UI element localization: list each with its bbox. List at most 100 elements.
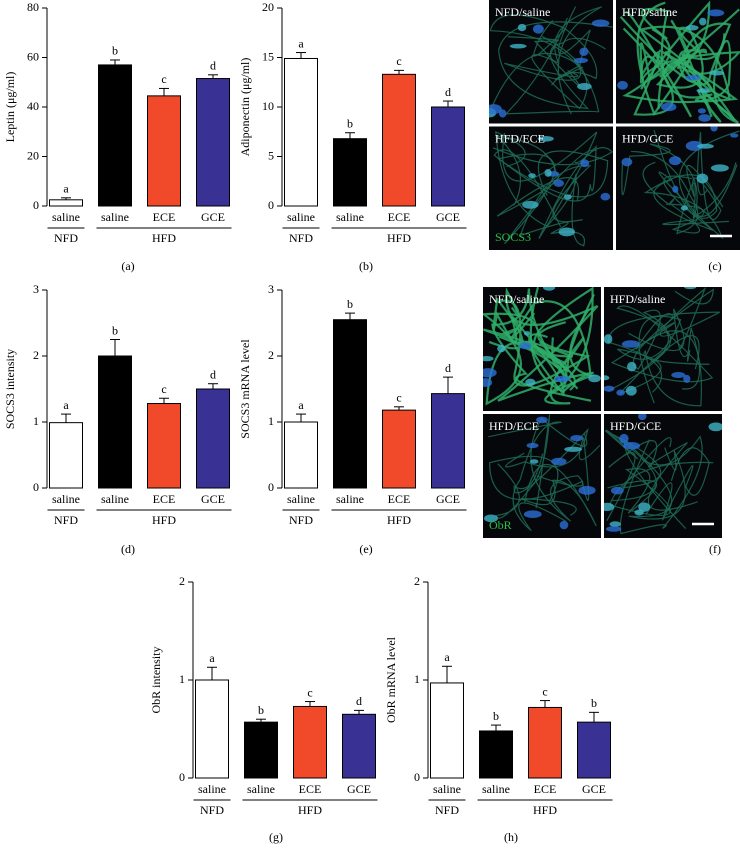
y-tick-label: 2 (179, 574, 185, 588)
significance-letter: c (307, 685, 312, 699)
y-tick-label: 0 (268, 480, 274, 494)
group-label: NFD (289, 513, 313, 527)
x-tick-label: saline (287, 210, 315, 224)
significance-letter: b (591, 696, 597, 710)
nucleus (588, 374, 601, 383)
group-label: NFD (200, 803, 224, 817)
bar (382, 73, 416, 207)
x-tick-label: saline (52, 210, 80, 224)
group-label: NFD (54, 513, 78, 527)
membrane (519, 165, 592, 247)
membrane (530, 417, 588, 522)
nucleus (483, 368, 497, 378)
membrane (497, 287, 599, 402)
nucleus (685, 140, 703, 151)
nucleus (559, 520, 569, 530)
nucleus (699, 17, 707, 26)
group-label: HFD (298, 803, 322, 817)
significance-letter: d (356, 694, 362, 708)
significance-letter: d (445, 85, 451, 99)
panel-label: (h) (504, 830, 518, 844)
significance-letter: b (112, 323, 118, 337)
bar (342, 713, 376, 779)
nucleus (483, 378, 493, 387)
y-axis-label: ObR mRNA level (384, 636, 398, 723)
significance-letter: c (542, 684, 547, 698)
membrane (619, 16, 732, 104)
nucleus (525, 378, 536, 386)
y-axis-label: SOCS3 intensity (3, 349, 17, 429)
significance-letter: d (445, 361, 451, 375)
panel-label: (g) (269, 830, 283, 844)
nucleus (707, 9, 725, 17)
membrane (493, 145, 597, 228)
bar (333, 138, 367, 207)
y-tick-label: 2 (268, 348, 274, 362)
bar (196, 78, 230, 207)
panel-label: (a) (121, 259, 134, 273)
nucleus (710, 164, 729, 172)
bar (49, 422, 83, 489)
texture (489, 6, 613, 118)
group-label: HFD (387, 513, 411, 527)
texture (483, 287, 601, 406)
membrane (491, 288, 592, 402)
bar (431, 393, 465, 489)
quadrant-label: HFD/saline (622, 5, 677, 19)
nucleus (497, 345, 506, 353)
x-tick-label: saline (198, 782, 226, 796)
nucleus (609, 521, 621, 528)
significance-letter: a (209, 651, 215, 665)
nucleus (579, 47, 589, 57)
y-tick-label: 5 (268, 148, 274, 162)
x-tick-label: GCE (582, 782, 606, 796)
nucleus (684, 287, 697, 290)
nucleus (685, 75, 701, 81)
nucleus (517, 23, 527, 32)
nucleus (604, 385, 615, 392)
y-tick-label: 10 (262, 99, 274, 113)
bar (431, 106, 465, 207)
significance-letter: b (112, 44, 118, 58)
y-tick-label: 80 (27, 0, 39, 14)
stain-label: SOCS3 (495, 230, 531, 244)
x-tick-label: ECE (299, 782, 322, 796)
nucleus (551, 457, 567, 466)
panel-label: (c) (708, 259, 721, 273)
nucleus (605, 526, 622, 532)
nucleus (696, 173, 709, 184)
x-tick-label: GCE (201, 210, 225, 224)
texture (604, 287, 720, 407)
nucleus (600, 192, 611, 201)
significance-letter: b (493, 709, 499, 723)
nucleus (623, 441, 641, 450)
significance-letter: d (210, 367, 216, 381)
x-tick-label: saline (433, 782, 461, 796)
nucleus (625, 385, 637, 396)
x-tick-label: saline (336, 210, 364, 224)
membrane (639, 25, 731, 101)
quadrant-label: NFD/saline (489, 292, 544, 306)
y-tick-label: 15 (262, 49, 274, 63)
bar (293, 705, 327, 779)
nucleus (523, 510, 542, 519)
membrane (635, 312, 710, 407)
panel-label: (b) (359, 259, 373, 273)
nucleus (553, 375, 570, 383)
significance-letter: a (298, 36, 304, 50)
bar (577, 721, 611, 779)
nucleus (544, 169, 552, 177)
nucleus (509, 43, 527, 49)
nucleus (672, 185, 679, 193)
x-tick-label: saline (336, 492, 364, 506)
group-label: NFD (289, 231, 313, 245)
nucleus (697, 108, 706, 114)
bar (98, 64, 132, 207)
nucleus (617, 80, 628, 90)
texture (617, 0, 740, 124)
nucleus (523, 331, 531, 336)
significance-letter: a (63, 182, 69, 196)
nucleus (537, 135, 554, 142)
nucleus (621, 340, 640, 348)
x-tick-label: ECE (388, 492, 411, 506)
